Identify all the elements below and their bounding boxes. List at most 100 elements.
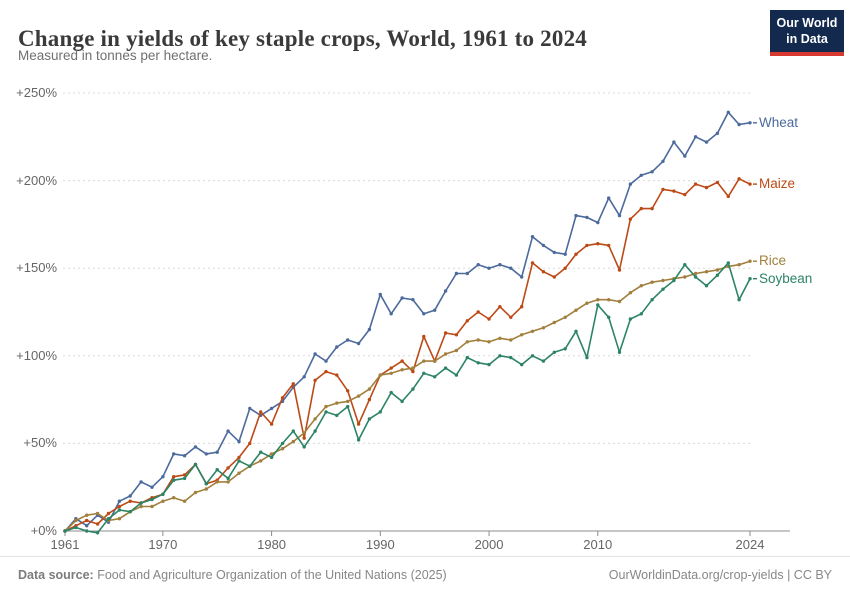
data-point — [182, 473, 187, 477]
data-point — [346, 338, 350, 342]
data-point — [737, 263, 741, 267]
data-point — [585, 243, 589, 248]
data-point — [704, 284, 709, 288]
data-point — [661, 278, 665, 283]
data-point — [422, 334, 426, 339]
data-point — [226, 429, 230, 433]
data-point — [541, 359, 546, 363]
data-point — [661, 287, 665, 291]
series-label-rice[interactable]: Rice — [759, 253, 787, 269]
data-point — [117, 504, 122, 509]
data-point — [204, 487, 208, 491]
data-point — [335, 373, 339, 377]
series-points-soybean — [63, 261, 752, 535]
data-point — [704, 270, 709, 274]
data-point — [552, 250, 556, 255]
data-point — [520, 362, 524, 367]
data-point — [574, 252, 578, 256]
series-line-soybean[interactable] — [64, 262, 751, 534]
data-point — [748, 259, 752, 263]
data-point — [715, 131, 720, 135]
data-point — [509, 315, 513, 319]
data-point — [422, 371, 426, 375]
data-point — [411, 369, 415, 374]
data-point — [150, 504, 154, 509]
data-point — [552, 350, 556, 354]
data-point — [433, 359, 437, 363]
series-line-maize[interactable] — [64, 178, 751, 532]
data-point — [302, 375, 306, 379]
data-point — [95, 522, 100, 526]
data-point — [520, 305, 524, 309]
data-point — [509, 355, 513, 360]
data-point — [498, 263, 502, 267]
data-point — [748, 121, 752, 125]
data-point — [291, 382, 295, 386]
data-point — [476, 263, 480, 267]
series-line-wheat[interactable] — [64, 111, 751, 532]
series-label-wheat[interactable]: Wheat — [759, 114, 799, 130]
data-point — [596, 220, 600, 225]
data-point — [150, 497, 154, 502]
data-point — [585, 355, 589, 360]
x-axis-tick-label: 1980 — [257, 537, 287, 552]
data-point — [106, 511, 111, 516]
y-axis-tick-label: +200% — [16, 172, 57, 188]
data-point — [280, 447, 285, 451]
data-point — [193, 462, 198, 467]
data-point — [411, 298, 415, 302]
data-point — [693, 135, 698, 139]
data-point — [215, 450, 219, 454]
data-point — [193, 445, 198, 449]
data-point — [585, 215, 589, 220]
data-point — [85, 513, 89, 517]
data-point — [541, 326, 546, 330]
data-point — [715, 268, 720, 272]
data-point — [346, 404, 350, 409]
series-points-maize — [63, 177, 752, 533]
data-point — [433, 308, 437, 312]
data-point — [454, 271, 459, 276]
data-point — [269, 422, 274, 426]
footer-link[interactable]: OurWorldinData.org/crop-yields | CC BY — [608, 568, 832, 582]
data-point — [498, 305, 502, 309]
data-point — [269, 455, 274, 460]
data-point — [574, 329, 578, 333]
data-point — [302, 445, 306, 449]
data-point — [443, 352, 448, 356]
data-point — [530, 261, 535, 265]
data-point — [172, 452, 176, 456]
x-axis-tick-label: 1961 — [50, 537, 80, 552]
data-point — [443, 331, 448, 335]
x-axis-tick-label: 2024 — [735, 537, 765, 552]
data-point — [650, 298, 654, 302]
series-label-soybean[interactable]: Soybean — [759, 270, 813, 286]
series-line-rice[interactable] — [64, 260, 751, 532]
data-point — [302, 431, 306, 435]
data-point — [237, 471, 241, 475]
data-point — [269, 452, 274, 456]
data-point — [226, 480, 230, 484]
data-point — [715, 180, 720, 185]
data-point — [313, 429, 317, 433]
data-point — [237, 459, 241, 463]
data-point — [607, 196, 611, 200]
data-point — [607, 298, 611, 302]
data-point — [215, 480, 219, 484]
series-label-maize[interactable]: Maize — [759, 176, 796, 192]
data-point — [487, 362, 491, 367]
data-point — [530, 354, 535, 358]
data-point — [476, 310, 480, 314]
owid-logo[interactable]: Our World in Data — [770, 10, 844, 57]
data-point — [367, 417, 372, 421]
data-point — [476, 338, 480, 342]
data-point — [346, 399, 350, 404]
data-point — [433, 375, 437, 379]
data-point — [389, 371, 393, 375]
data-point — [182, 454, 187, 458]
data-point — [628, 182, 633, 186]
data-point — [628, 317, 633, 321]
data-point — [139, 501, 143, 505]
